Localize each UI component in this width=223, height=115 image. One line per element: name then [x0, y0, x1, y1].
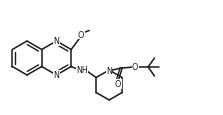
Text: N: N	[54, 37, 59, 46]
Text: N: N	[54, 71, 59, 80]
Text: N: N	[106, 66, 112, 75]
Text: NH: NH	[76, 65, 88, 74]
Text: O: O	[78, 31, 84, 40]
Text: O: O	[115, 80, 121, 89]
Text: O: O	[132, 63, 138, 72]
